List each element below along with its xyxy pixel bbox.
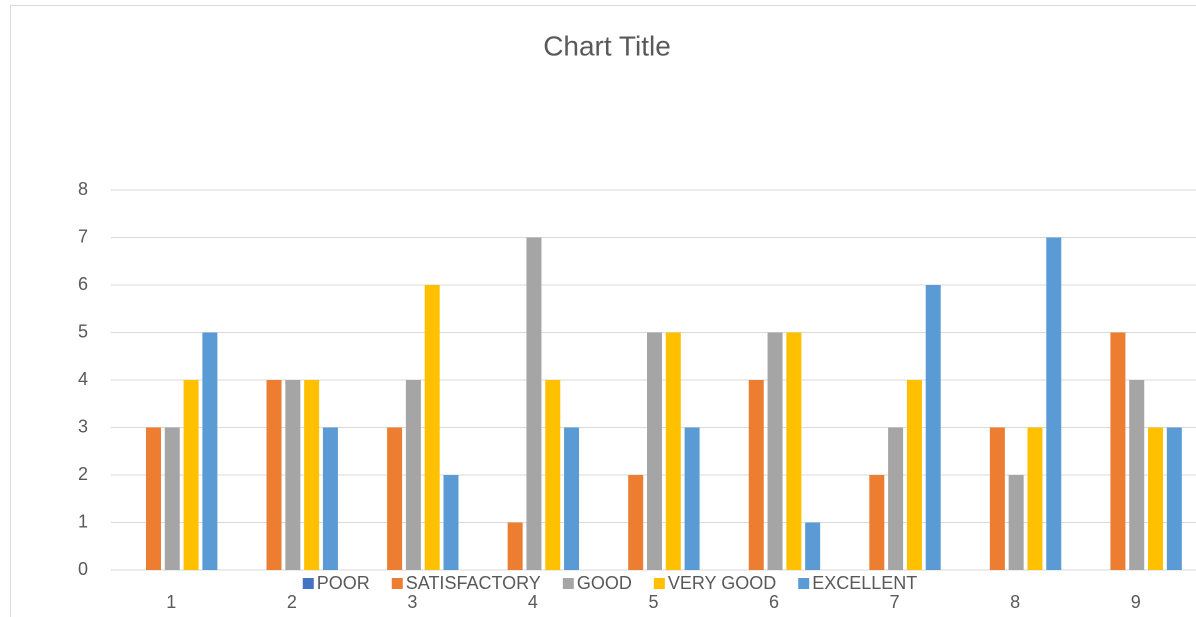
bar (805, 522, 821, 570)
bar (748, 380, 764, 570)
y-tick-label: 2 (78, 464, 88, 484)
bar (145, 427, 161, 570)
x-tick-label: 2 (287, 592, 297, 612)
y-tick-label: 7 (78, 226, 88, 246)
y-tick-label: 4 (78, 369, 88, 389)
bar (786, 332, 802, 570)
legend-label: SATISFACTORY (406, 573, 541, 593)
x-tick-label: 5 (648, 592, 658, 612)
legend-swatch (653, 578, 665, 589)
legend-label: EXCELLENT (812, 573, 917, 593)
legend-label: GOOD (577, 573, 632, 593)
bar (1129, 380, 1145, 570)
y-tick-label: 1 (78, 511, 88, 531)
x-tick-label: 4 (528, 592, 538, 612)
bar (1110, 332, 1126, 570)
x-tick-label: 6 (769, 592, 779, 612)
bar (1008, 475, 1024, 570)
bar (285, 380, 301, 570)
bar (164, 427, 180, 570)
bar (183, 380, 199, 570)
legend-swatch (391, 578, 403, 589)
x-tick-label: 9 (1131, 592, 1141, 612)
bar (628, 475, 644, 570)
y-tick-label: 5 (78, 321, 88, 341)
chart-title: Chart Title (543, 30, 671, 61)
bar (387, 427, 403, 570)
bar (684, 427, 700, 570)
bar (1148, 427, 1164, 570)
bar (304, 380, 320, 570)
legend-swatch (562, 578, 574, 589)
bar (869, 475, 885, 570)
bar (564, 427, 580, 570)
bar (647, 332, 662, 570)
x-tick-label: 1 (166, 592, 176, 612)
bar (507, 522, 523, 570)
x-tick-label: 8 (1010, 592, 1020, 612)
y-tick-label: 0 (78, 559, 88, 579)
bar (1046, 237, 1062, 570)
bar (925, 285, 941, 570)
y-tick-label: 8 (78, 179, 88, 199)
bar (665, 332, 681, 570)
legend-label: VERY GOOD (668, 573, 776, 593)
y-tick-label: 6 (78, 274, 88, 294)
x-tick-label: 3 (407, 592, 417, 612)
bar (888, 427, 904, 570)
bar (545, 380, 561, 570)
legend-swatch (302, 578, 314, 589)
bar (767, 332, 783, 570)
bar (443, 475, 459, 570)
y-tick-label: 3 (78, 416, 88, 436)
bar (424, 285, 440, 570)
bar (1027, 427, 1043, 570)
legend-swatch (798, 578, 810, 589)
x-tick-label: 7 (890, 592, 900, 612)
bar (1166, 427, 1182, 570)
bar (526, 237, 542, 570)
bar (906, 380, 922, 570)
bar (322, 427, 338, 570)
bar (989, 427, 1005, 570)
bar (405, 380, 421, 570)
bar (266, 380, 282, 570)
bar (202, 332, 218, 570)
legend-label: POOR (317, 573, 370, 593)
